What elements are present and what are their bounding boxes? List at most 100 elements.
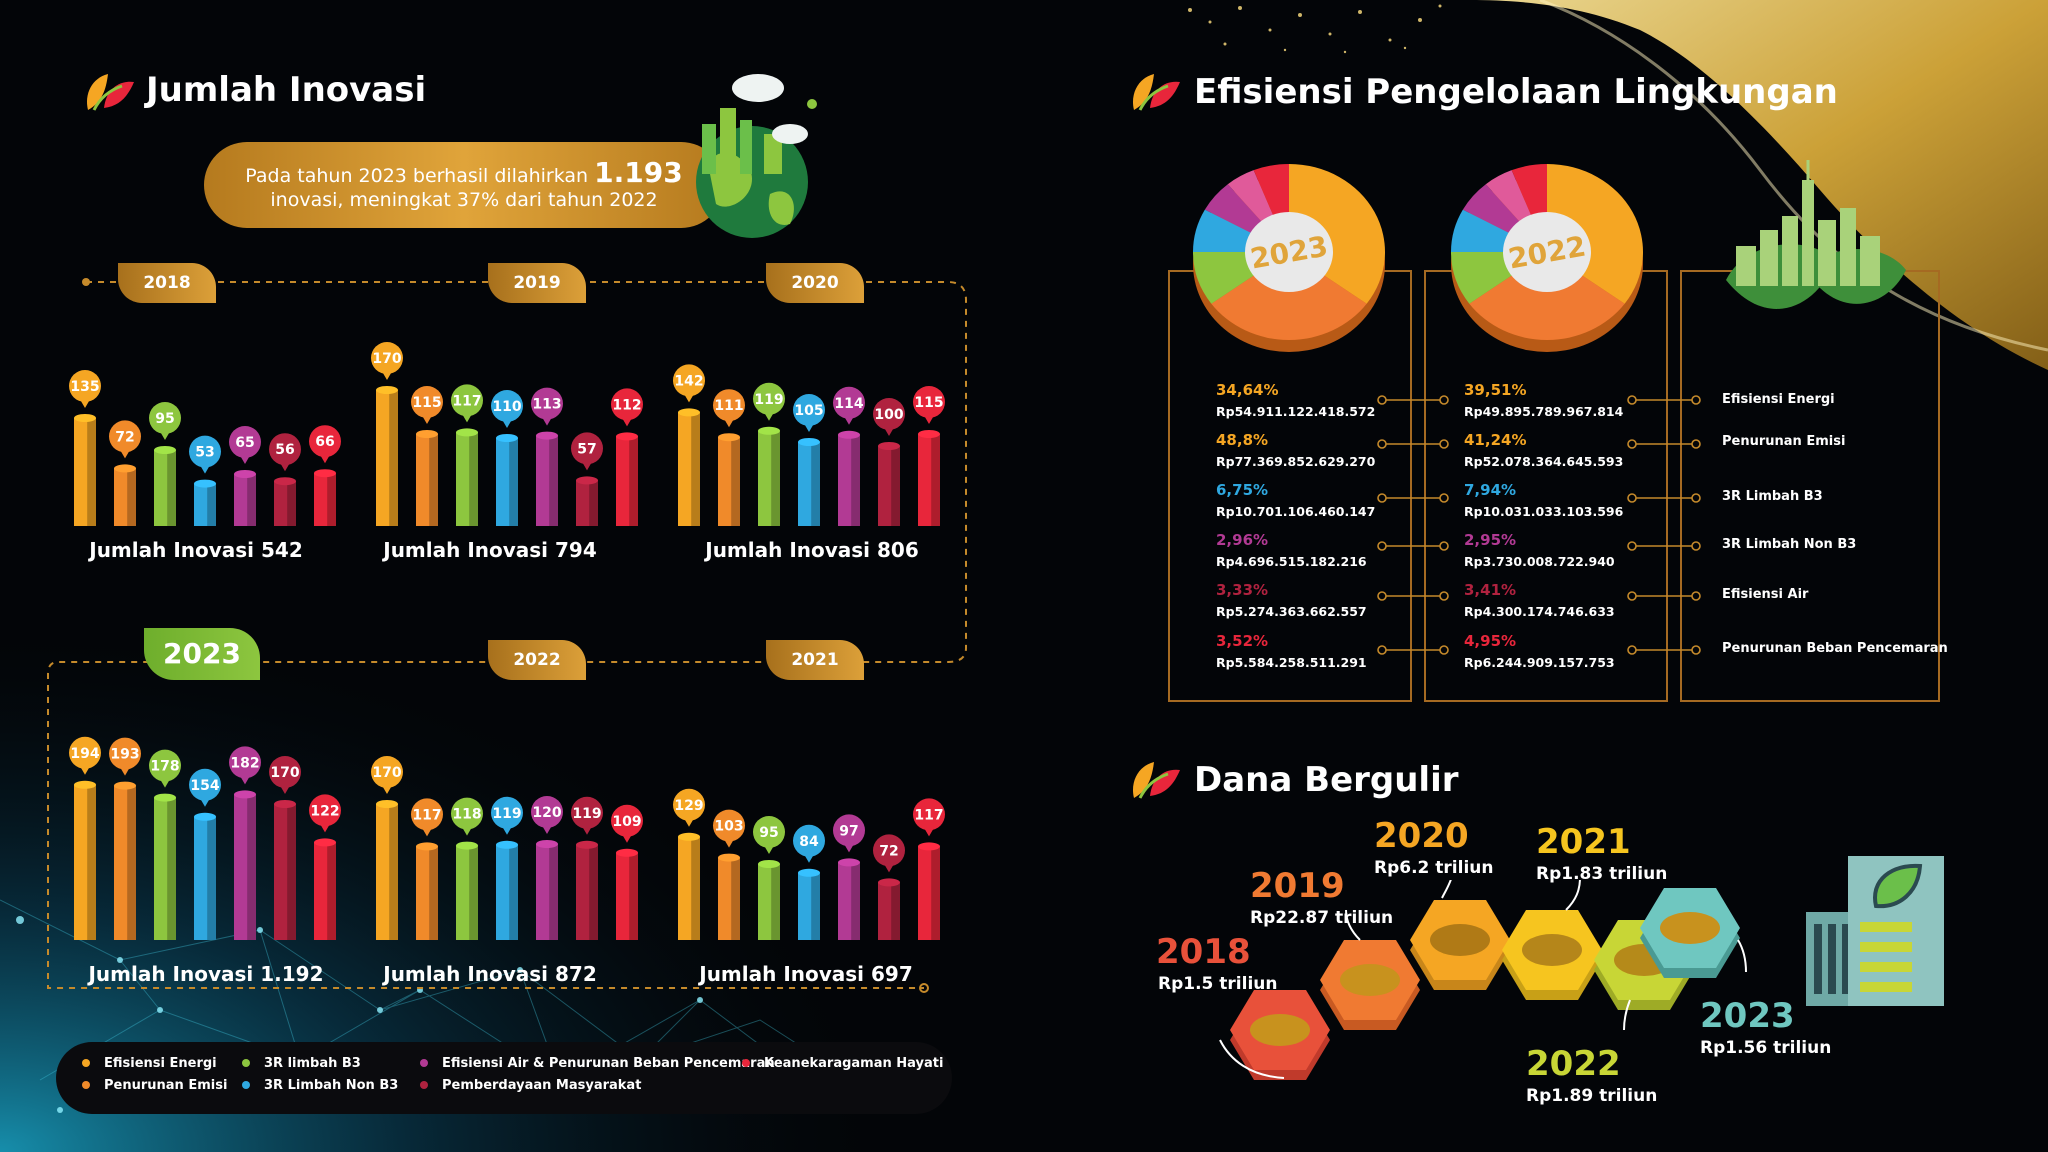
bar-value-label-2019-4: 113	[532, 397, 561, 413]
pie-slice-1	[1211, 252, 1367, 340]
pct-2022-efisiensi-air: 3,41%	[1464, 581, 1517, 599]
bar-shade-2023-0	[87, 784, 96, 940]
legend-item-3r-limbah-non-b3: 3R Limbah Non B3	[242, 1078, 398, 1093]
bar-value-label-2022-5: 119	[572, 806, 601, 822]
amt-2023-efisiensi-energi: Rp54.911.122.418.572	[1216, 404, 1376, 419]
bar-pin-2018-5	[269, 433, 301, 466]
bar-pin-2018-1	[109, 420, 141, 453]
bar-shade-2019-1	[429, 434, 438, 526]
bar-value-label-2022-6: 109	[612, 814, 641, 830]
bar-cap-2020-1	[718, 433, 740, 442]
bar-value-label-2019-5: 57	[577, 441, 596, 457]
bar-shade-2020-2	[771, 430, 780, 526]
bar-value-label-2021-5: 72	[879, 843, 898, 859]
legend-item-efisiensi-air: Efisiensi Air & Penurunan Beban Pencemar…	[420, 1056, 775, 1071]
panel-total-2022: Jumlah Inovasi 872	[381, 962, 597, 986]
panel-total-2019: Jumlah Inovasi 794	[381, 538, 597, 562]
bar-pin-2018-4	[229, 426, 261, 458]
bar-cap-2018-6	[314, 469, 336, 478]
bar-pin-2020-5	[873, 398, 905, 430]
year-tag-2022: 2022	[488, 640, 586, 680]
bar-value-label-2020-6: 115	[914, 395, 943, 411]
bar-shade-2019-2	[469, 432, 478, 526]
amt-2023-efisiensi-air: Rp5.274.363.662.557	[1216, 604, 1367, 619]
legend-item-keanekaragaman-hayati: Keanekaragaman Hayati	[742, 1056, 943, 1071]
bar-shade-2022-3	[509, 844, 518, 940]
bar-pin-2019-5	[571, 432, 603, 465]
category-penurunan-beban-pencemaran: Penurunan Beban Pencemaran	[1722, 641, 1948, 656]
bar-cap-2021-6	[918, 842, 940, 851]
bar-cap-2023-2	[154, 793, 176, 802]
bar-value-label-2023-6: 122	[310, 803, 339, 819]
bar-cap-2018-0	[74, 414, 96, 422]
legend-dot	[742, 1059, 750, 1067]
panel-total-2020: Jumlah Inovasi 806	[703, 538, 919, 562]
legend-dot	[242, 1059, 250, 1067]
bar-value-label-2023-4: 182	[230, 755, 259, 771]
bar-shade-2020-6	[931, 434, 940, 526]
bar-pin-2023-6	[309, 794, 341, 827]
bar-value-label-2018-3: 53	[195, 445, 214, 461]
bar-cap-2022-2	[456, 841, 478, 850]
amt-2022-efisiensi-energi: Rp49.895.789.967.814	[1464, 404, 1624, 419]
bar-pin-2020-6	[913, 386, 945, 418]
bar-cap-2023-1	[114, 781, 136, 790]
bar-pin-2022-6	[611, 804, 643, 837]
bar-shade-2020-3	[811, 442, 820, 526]
bar-pin-2023-2	[149, 749, 181, 782]
bar-shade-2021-0	[691, 836, 700, 940]
bar-pin-2023-1	[109, 737, 141, 770]
category-efisiensi-air: Efisiensi Air	[1722, 587, 1809, 602]
bar-shade-2019-6	[629, 436, 638, 526]
bar-pin-2020-0	[673, 364, 705, 397]
banner-text-1: Pada tahun 2023 berhasil dilahirkan	[245, 165, 589, 187]
category-efisiensi-energi: Efisiensi Energi	[1722, 392, 1835, 407]
bar-cap-2021-3	[798, 868, 820, 877]
bar-cap-2021-2	[758, 860, 780, 868]
leaf-icon	[86, 74, 134, 111]
bar-value-label-2021-1: 103	[714, 819, 743, 835]
bar-cap-2019-1	[416, 430, 438, 438]
bar-shade-2023-6	[327, 842, 336, 940]
bar-value-label-2020-2: 119	[754, 392, 783, 408]
bar-cap-2019-6	[616, 432, 638, 441]
bar-cap-2018-2	[154, 446, 176, 454]
dana-year-2023: 2023	[1700, 996, 1795, 1036]
dana-year-2018: 2018	[1156, 932, 1251, 972]
bar-value-label-2022-4: 120	[532, 805, 561, 821]
bar-cap-2018-5	[274, 477, 296, 486]
dana-hexagon-path	[1219, 880, 1747, 1080]
legend-label: 3R Limbah Non B3	[264, 1078, 399, 1093]
pct-2022-limbah-non-b3: 2,95%	[1464, 531, 1517, 549]
bar-cap-2021-0	[678, 832, 700, 841]
inovasi-title: Jumlah Inovasi	[146, 70, 427, 110]
bar-value-label-2018-1: 72	[115, 429, 134, 445]
bar-pin-2018-6	[309, 425, 341, 458]
bar-shade-2018-3	[207, 483, 216, 526]
bar-pin-2021-1	[713, 809, 745, 842]
panel-total-2021: Jumlah Inovasi 697	[697, 962, 913, 986]
bar-value-label-2022-3: 119	[492, 806, 521, 822]
legend-dot	[420, 1059, 428, 1067]
dana-value-2019: Rp22.87 triliun	[1250, 908, 1394, 928]
dana-value-2021: Rp1.83 triliun	[1536, 864, 1668, 884]
bar-value-label-2020-3: 105	[794, 403, 823, 419]
bar-value-label-2021-6: 117	[914, 807, 943, 823]
bar-shade-2021-5	[891, 882, 900, 940]
panel-total-2018: Jumlah Inovasi 542	[87, 538, 303, 562]
bar-value-label-2021-2: 95	[759, 825, 778, 841]
amt-2022-penurunan-emisi: Rp52.078.364.645.593	[1464, 454, 1624, 469]
bar-shade-2022-0	[389, 804, 398, 940]
bar-value-label-2018-2: 95	[155, 411, 174, 427]
bar-cap-2023-0	[74, 780, 96, 789]
dana-value-2022: Rp1.89 triliun	[1526, 1086, 1658, 1106]
bar-pin-2022-5	[571, 796, 603, 829]
legend-item-efisiensi-energi: Efisiensi Energi	[82, 1056, 217, 1071]
bar-value-label-2023-2: 178	[150, 759, 179, 775]
bar-cap-2019-2	[456, 428, 478, 437]
bar-cap-2021-1	[718, 853, 740, 862]
dana-year-2021: 2021	[1536, 822, 1631, 862]
bar-value-label-2020-5: 100	[874, 407, 903, 423]
timeline-dashed-path	[47, 278, 967, 993]
